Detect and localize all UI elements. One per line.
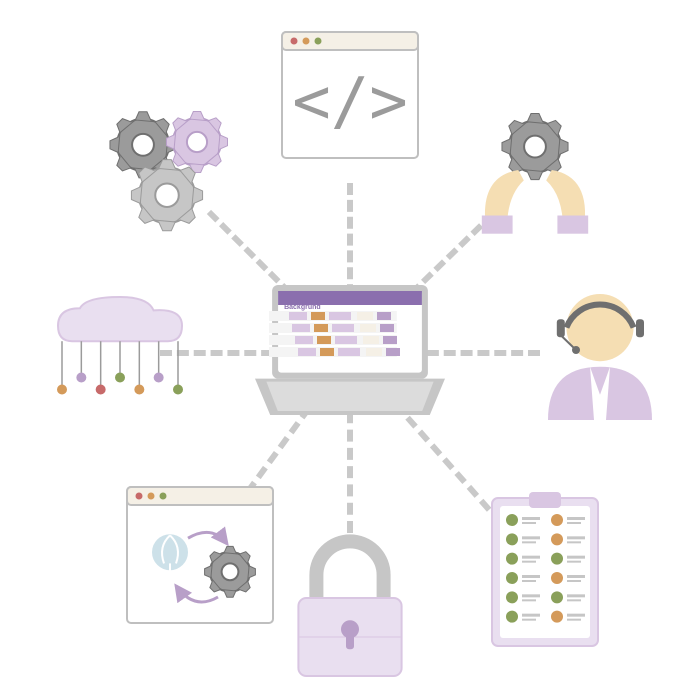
lock-icon	[290, 530, 410, 680]
workflow-icon	[125, 485, 275, 625]
support-icon	[540, 280, 660, 420]
hands-icon	[465, 105, 605, 235]
cloud-icon	[50, 295, 190, 405]
code-icon: </>	[280, 30, 420, 160]
svg-text:Backgrund: Backgrund	[284, 304, 321, 311]
gears-icon	[95, 100, 245, 240]
center-icon: Backgrund	[255, 285, 445, 415]
svg-text:</>: </>	[292, 65, 408, 139]
clipboard-icon	[490, 490, 600, 650]
